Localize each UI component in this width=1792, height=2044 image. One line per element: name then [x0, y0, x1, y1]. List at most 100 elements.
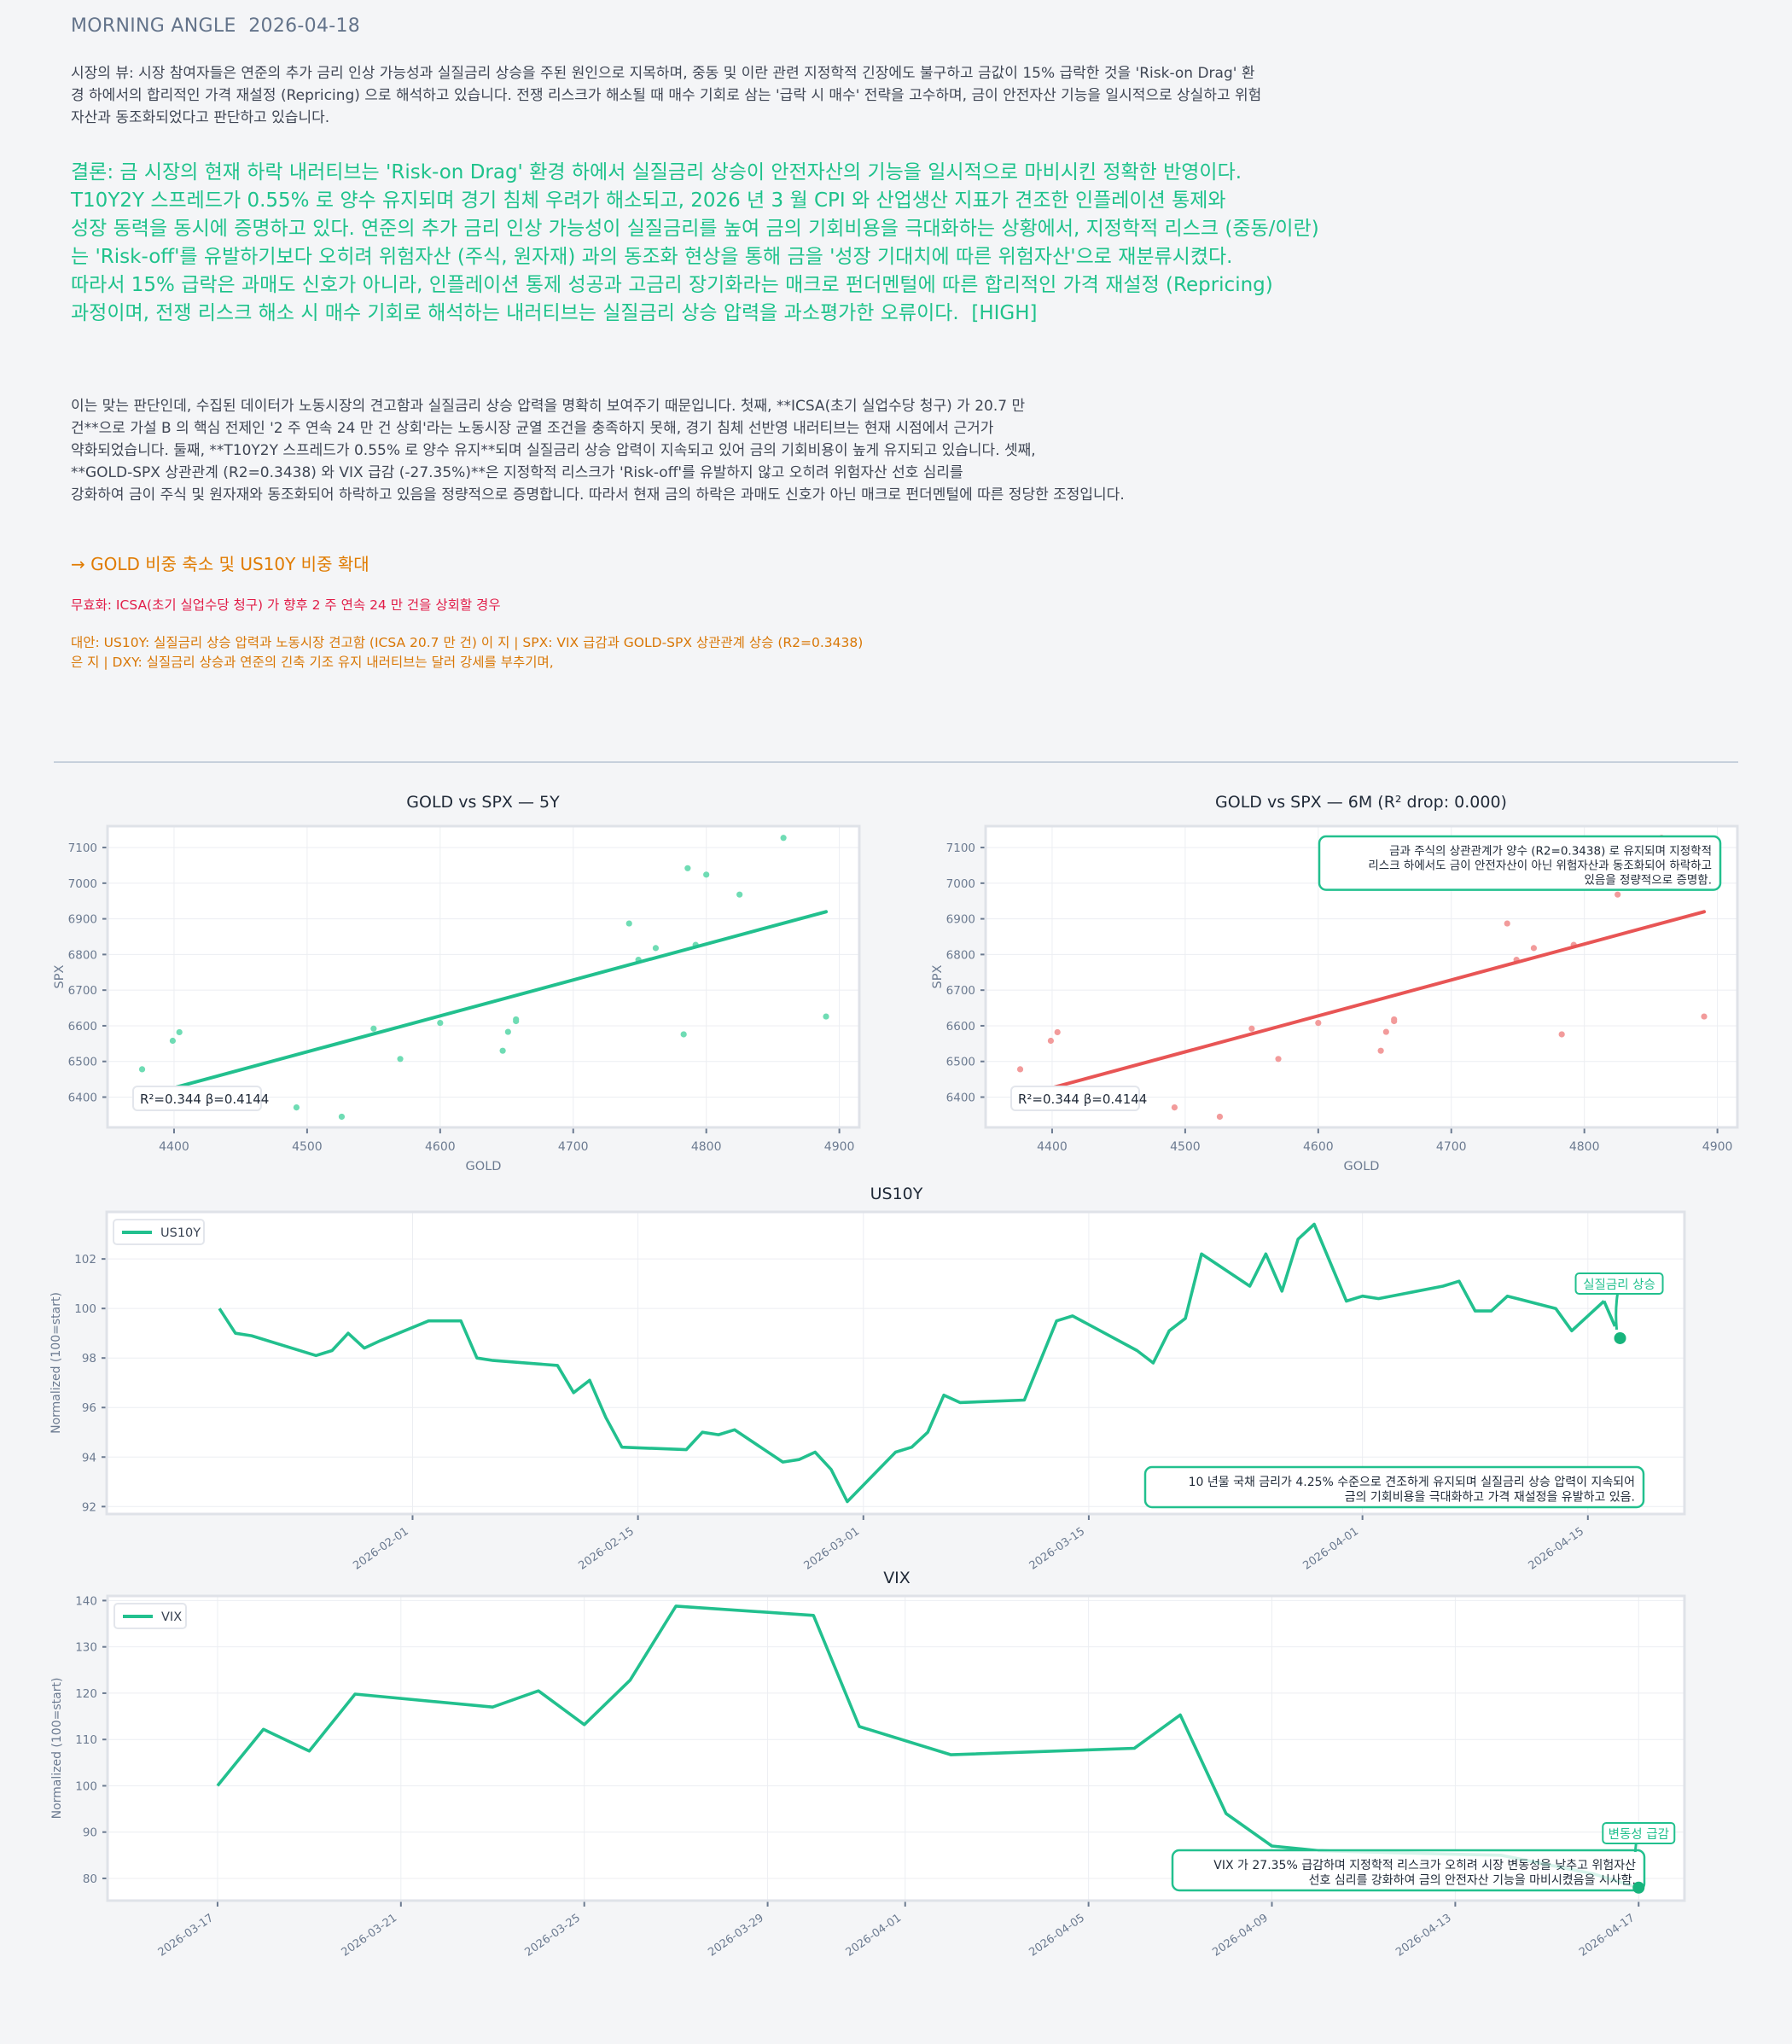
scatter-point: [1615, 891, 1621, 898]
scatter-point: [1171, 1104, 1178, 1111]
vix-chart: VIX 2026-03-17 2026-03-21 2026-03-25 2026-03…: [50, 1569, 1686, 1960]
y-tick-label: 120: [75, 1687, 97, 1701]
y-tick-label: 6500: [68, 1056, 97, 1069]
scatter-point: [437, 1019, 444, 1027]
x-tick-label: 2026-03-01: [802, 1525, 863, 1573]
x-tick-label: 2026-03-21: [340, 1912, 400, 1960]
alternatives-block: 대안: US10Y: 실질금리 상승 압력과 노동시장 견고함 (ICSA 20…: [71, 633, 967, 673]
us10y-chart: US10Y 2026-02-01 2026-02-15 2026-03-01 2026-…: [49, 1185, 1686, 1573]
x-tick-label: 4800: [691, 1140, 722, 1154]
market-view-paragraph: 시장의 뷰: 시장 참여자들은 연준의 추가 금리 인상 가능성과 실질금리 상…: [71, 65, 1262, 126]
y-axis-label: SPX: [931, 964, 945, 988]
reasoning-line: **GOLD-SPX 상관관계 (R2=0.3438) 와 VIX 급감 (-2…: [71, 464, 963, 481]
x-axis-label: GOLD: [466, 1160, 502, 1173]
x-tick-label: 4400: [1037, 1140, 1068, 1154]
section-divider: [54, 761, 1738, 763]
scatter-annotation-box: [1318, 835, 1722, 891]
scatter-point: [338, 1113, 346, 1121]
x-tick-label: 2026-04-01: [1300, 1525, 1361, 1573]
conclusion-line: 과정이며, 전쟁 리스크 해소 시 매수 기회로 해석하는 내러티브는 실질금리…: [71, 302, 959, 324]
chart-title: GOLD vs SPX — 5Y: [406, 793, 560, 812]
x-tick-label: 4900: [824, 1140, 855, 1154]
stats-label: R²=0.344 β=0.4144: [140, 1092, 269, 1107]
marker-label-box: [1574, 1272, 1664, 1295]
scatter-annotation-text: 금과 주식의 상관관계가 양수 (R2=0.3438) 로 유지되며 지정학적: [1389, 845, 1712, 859]
x-tick-label: 4400: [159, 1140, 189, 1154]
scatter-point: [1047, 1037, 1055, 1045]
x-tick-label: 2026-03-15: [1027, 1525, 1088, 1573]
us10y-annotation-box: [1143, 1465, 1645, 1509]
conclusion-line: 는 'Risk-off'를 유발하기보다 오히려 위험자산 (주식, 원자재) …: [71, 246, 1233, 268]
scatter-point: [1558, 1031, 1565, 1038]
scatter-point: [1275, 1056, 1282, 1063]
conclusion-block: 결론: 금 시장의 현재 하락 내러티브는 'Risk-on Drag' 환경 …: [71, 159, 1539, 328]
x-axis-label: GOLD: [1344, 1160, 1380, 1173]
stats-label-box: [132, 1086, 262, 1111]
x-tick-label: 2026-03-25: [522, 1912, 583, 1960]
reasoning-block: 이는 맞는 판단인데, 수집된 데이터가 노동시장의 견고함과 실질금리 상승 …: [71, 395, 1334, 506]
y-tick-label: 6600: [946, 1020, 975, 1034]
x-tick-label: 4900: [1702, 1140, 1733, 1154]
plot-area: [107, 1212, 1684, 1514]
chart-title: US10Y: [870, 1185, 923, 1203]
scatter-point: [1216, 1113, 1224, 1121]
x-tick-label: 2026-04-13: [1393, 1912, 1454, 1960]
scatter-point: [1054, 1028, 1061, 1036]
scatter-point: [499, 1047, 506, 1054]
y-tick-label: 6400: [68, 1091, 97, 1104]
y-tick-label: 6800: [946, 948, 975, 962]
vix-annotation-text: 선호 심리를 강화하여 금의 안전자산 기능을 마비시켰음을 시사함.: [1309, 1874, 1636, 1888]
scatter-point: [370, 1025, 377, 1032]
scatter-point: [780, 835, 787, 841]
x-tick-label: 4500: [1170, 1140, 1201, 1154]
y-tick-label: 98: [82, 1352, 96, 1366]
marker-label: 실질금리 상승: [1583, 1278, 1655, 1292]
scatter-point: [823, 1013, 829, 1020]
x-tick-label: 4700: [558, 1140, 589, 1154]
conclusion-line: 성장 동력을 동시에 증명하고 있다. 연준의 추가 금리 인상 가능성이 실질…: [71, 218, 1319, 240]
scatter-chart-6m: GOLD vs SPX — 6M (R² drop: 0.000) 4400 450…: [931, 793, 1739, 1173]
y-tick-label: 102: [74, 1253, 96, 1267]
scatter-point: [625, 920, 632, 927]
y-tick-label: 92: [82, 1500, 96, 1514]
x-tick-label: 4700: [1436, 1140, 1467, 1154]
scatter-point: [1248, 1025, 1255, 1032]
us10y-annotation-text: 10 년물 국채 금리가 4.25% 수준으로 견조하게 유지되며 실질금리 상…: [1189, 1476, 1635, 1489]
conclusion-line: T10Y2Y 스프레드가 0.55% 로 양수 유지되며 경기 침체 우려가 해…: [71, 189, 1226, 212]
vix-annotation-text: VIX 가 27.35% 급감하며 지정학적 리스크가 오히려 시장 변동성을 …: [1213, 1859, 1636, 1872]
x-tick-label: 2026-04-17: [1577, 1912, 1638, 1960]
chart-title: VIX: [883, 1569, 911, 1587]
scatter-point: [504, 1028, 511, 1035]
y-tick-label: 7100: [946, 841, 975, 855]
scatter-point: [1377, 1047, 1384, 1054]
y-tick-label: 96: [82, 1401, 96, 1415]
plot-area: [108, 826, 859, 1127]
page-title: MORNING ANGLE 2026-04-18: [71, 15, 361, 37]
stats-label: R²=0.344 β=0.4144: [1018, 1092, 1147, 1107]
legend-box: [113, 1219, 205, 1245]
scatter-point: [1315, 1019, 1322, 1027]
x-tick-label: 2026-04-09: [1210, 1912, 1271, 1960]
action-recommendation: → GOLD 비중 축소 및 US10Y 비중 확대: [71, 554, 369, 574]
invalidation-condition: 무효화: ICSA(초기 실업수당 청구) 가 향후 2 주 연속 24 만 건…: [71, 597, 501, 613]
conclusion-line: 따라서 15% 급락은 과매도 신호가 아니라, 인플레이션 통제 성공과 고금…: [71, 274, 1273, 296]
vix-annotation-box: [1171, 1849, 1646, 1892]
x-tick-label: 2026-04-15: [1527, 1525, 1587, 1573]
series-line: [218, 1222, 1605, 1504]
x-tick-label: 4500: [292, 1140, 323, 1154]
y-tick-label: 7100: [68, 841, 97, 855]
scatter-point: [1504, 920, 1510, 927]
y-tick-label: 6900: [68, 913, 97, 927]
scatter-point: [293, 1104, 300, 1111]
scatter-annotation-text: 있음을 정량적으로 증명함.: [1585, 873, 1713, 887]
plot-frame: [106, 824, 861, 1129]
stats-label-box: [1010, 1086, 1140, 1111]
scatter-point: [1382, 1028, 1389, 1035]
scatter-point: [1701, 1013, 1708, 1020]
y-tick-label: 100: [75, 1779, 97, 1793]
reasoning-line: 건**으로 가설 B 의 핵심 전제인 '2 주 연속 24 만 건 상회'라는…: [71, 420, 994, 437]
conclusion-line-last: 과정이며, 전쟁 리스크 해소 시 매수 기회로 해석하는 내러티브는 실질금리…: [71, 300, 1539, 328]
chart-title: GOLD vs SPX — 6M (R² drop: 0.000): [1215, 793, 1507, 812]
arrow-icon: [1615, 1293, 1620, 1331]
